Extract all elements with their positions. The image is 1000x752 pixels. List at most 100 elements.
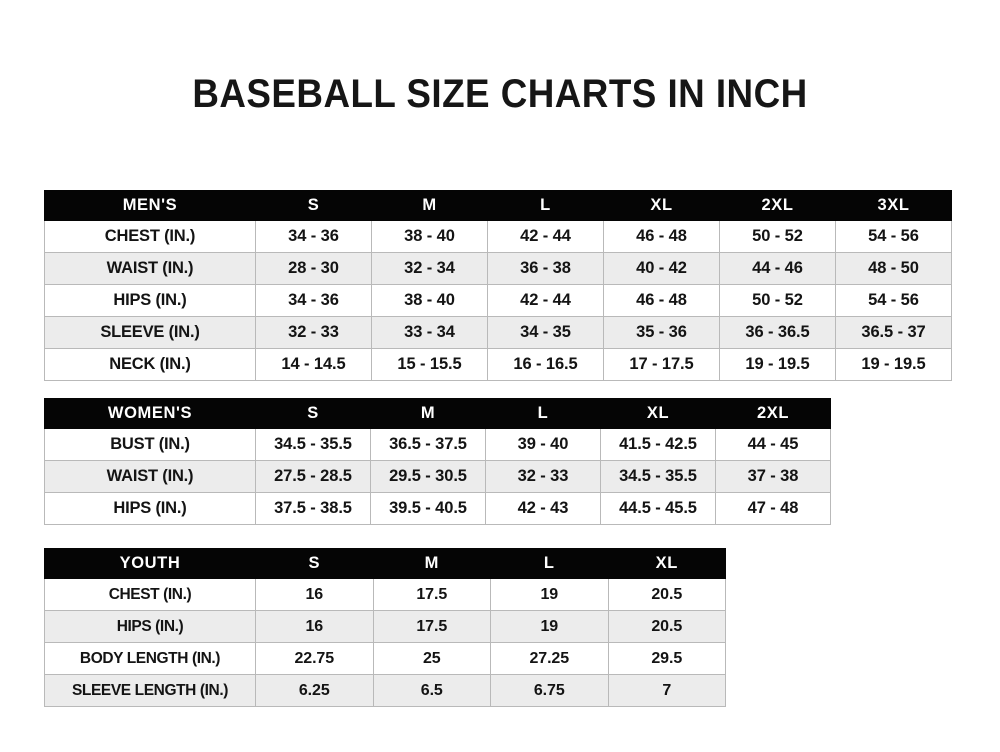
column-header-2xl: 2XL	[715, 398, 831, 429]
row-label: CHEST (IN.)	[44, 220, 256, 253]
table-cell: 17.5	[372, 610, 491, 643]
column-header-l: L	[490, 548, 609, 579]
row-label: SLEEVE (IN.)	[44, 316, 256, 349]
table-cell: 17.5	[372, 578, 491, 611]
table-cell: 46 - 48	[603, 284, 720, 317]
table-row: SLEEVE (IN.) 32 - 33 33 - 34 34 - 35 35 …	[44, 316, 952, 349]
column-header-s: S	[255, 398, 371, 429]
column-header-s: S	[255, 548, 374, 579]
table-cell: 36.5 - 37.5	[370, 428, 486, 461]
column-header-s: S	[255, 190, 372, 221]
table-cell: 39.5 - 40.5	[370, 492, 486, 525]
table-row: BUST (IN.) 34.5 - 35.5 36.5 - 37.5 39 - …	[44, 428, 831, 461]
page-title: BASEBALL SIZE CHARTS IN INCH	[192, 72, 808, 116]
table-cell: 25	[372, 642, 491, 675]
table-cell: 39 - 40	[485, 428, 601, 461]
table-cell: 16	[255, 610, 374, 643]
table-cell: 19	[490, 610, 609, 643]
table-cell: 42 - 44	[487, 220, 604, 253]
table-cell: 28 - 30	[255, 252, 372, 285]
table-cell: 36.5 - 37	[835, 316, 952, 349]
table-row: CHEST (IN.) 34 - 36 38 - 40 42 - 44 46 -…	[44, 220, 952, 253]
table-cell: 50 - 52	[719, 284, 836, 317]
table-cell: 37 - 38	[715, 460, 831, 493]
row-label: WAIST (IN.)	[44, 460, 256, 493]
table-cell: 33 - 34	[371, 316, 488, 349]
table-cell: 44.5 - 45.5	[600, 492, 716, 525]
row-label: HIPS (IN.)	[44, 492, 256, 525]
column-header-xl: XL	[607, 548, 726, 579]
table-cell: 40 - 42	[603, 252, 720, 285]
table-header-row: YOUTH S M L XL	[44, 548, 726, 579]
table-cell: 44 - 45	[715, 428, 831, 461]
column-header-m: M	[372, 548, 491, 579]
table-row: NECK (IN.) 14 - 14.5 15 - 15.5 16 - 16.5…	[44, 348, 952, 381]
table-cell: 32 - 33	[255, 316, 372, 349]
table-cell: 19 - 19.5	[835, 348, 952, 381]
table-cell: 20.5	[607, 610, 726, 643]
column-header-m: M	[371, 190, 488, 221]
table-row: SLEEVE LENGTH (IN.) 6.25 6.5 6.75 7	[44, 674, 726, 707]
table-row: HIPS (IN.) 37.5 - 38.5 39.5 - 40.5 42 - …	[44, 492, 831, 525]
table-cell: 16	[255, 578, 374, 611]
table-cell: 16 - 16.5	[487, 348, 604, 381]
column-header-mens: MEN'S	[44, 190, 256, 221]
column-header-m: M	[370, 398, 486, 429]
table-cell: 54 - 56	[835, 220, 952, 253]
table-cell: 41.5 - 42.5	[600, 428, 716, 461]
row-label: BUST (IN.)	[44, 428, 256, 461]
table-row: WAIST (IN.) 27.5 - 28.5 29.5 - 30.5 32 -…	[44, 460, 831, 493]
table-row: HIPS (IN.) 16 17.5 19 20.5	[44, 610, 726, 643]
table-cell: 36 - 36.5	[719, 316, 836, 349]
table-cell: 29.5	[607, 642, 726, 675]
table-cell: 46 - 48	[603, 220, 720, 253]
table-cell: 34.5 - 35.5	[600, 460, 716, 493]
table-cell: 35 - 36	[603, 316, 720, 349]
table-cell: 27.5 - 28.5	[255, 460, 371, 493]
column-header-xl: XL	[600, 398, 716, 429]
column-header-l: L	[487, 190, 604, 221]
table-cell: 42 - 43	[485, 492, 601, 525]
column-header-youth: YOUTH	[44, 548, 256, 579]
table-cell: 27.25	[490, 642, 609, 675]
table-cell: 32 - 34	[371, 252, 488, 285]
table-cell: 34 - 35	[487, 316, 604, 349]
table-cell: 14 - 14.5	[255, 348, 372, 381]
column-header-womens: WOMEN'S	[44, 398, 256, 429]
table-cell: 38 - 40	[371, 284, 488, 317]
table-cell: 22.75	[255, 642, 374, 675]
youth-size-table: YOUTH S M L XL CHEST (IN.) 16 17.5 19 20…	[44, 548, 726, 707]
row-label: HIPS (IN.)	[44, 284, 256, 317]
table-cell: 44 - 46	[719, 252, 836, 285]
table-cell: 38 - 40	[371, 220, 488, 253]
table-cell: 54 - 56	[835, 284, 952, 317]
womens-size-table: WOMEN'S S M L XL 2XL BUST (IN.) 34.5 - 3…	[44, 398, 831, 525]
table-cell: 47 - 48	[715, 492, 831, 525]
table-cell: 19	[490, 578, 609, 611]
table-row: CHEST (IN.) 16 17.5 19 20.5	[44, 578, 726, 611]
table-cell: 34.5 - 35.5	[255, 428, 371, 461]
column-header-2xl: 2XL	[719, 190, 836, 221]
table-cell: 6.75	[490, 674, 609, 707]
table-header-row: WOMEN'S S M L XL 2XL	[44, 398, 831, 429]
table-cell: 6.5	[372, 674, 491, 707]
row-label: SLEEVE LENGTH (IN.)	[44, 674, 256, 707]
table-cell: 50 - 52	[719, 220, 836, 253]
table-cell: 34 - 36	[255, 284, 372, 317]
table-row: BODY LENGTH (IN.) 22.75 25 27.25 29.5	[44, 642, 726, 675]
table-cell: 34 - 36	[255, 220, 372, 253]
table-cell: 29.5 - 30.5	[370, 460, 486, 493]
table-cell: 42 - 44	[487, 284, 604, 317]
table-row: HIPS (IN.) 34 - 36 38 - 40 42 - 44 46 - …	[44, 284, 952, 317]
row-label: BODY LENGTH (IN.)	[44, 642, 256, 675]
row-label: HIPS (IN.)	[44, 610, 256, 643]
table-cell: 6.25	[255, 674, 374, 707]
table-cell: 48 - 50	[835, 252, 952, 285]
table-cell: 36 - 38	[487, 252, 604, 285]
table-row: WAIST (IN.) 28 - 30 32 - 34 36 - 38 40 -…	[44, 252, 952, 285]
table-cell: 37.5 - 38.5	[255, 492, 371, 525]
table-cell: 17 - 17.5	[603, 348, 720, 381]
row-label: WAIST (IN.)	[44, 252, 256, 285]
table-header-row: MEN'S S M L XL 2XL 3XL	[44, 190, 952, 221]
